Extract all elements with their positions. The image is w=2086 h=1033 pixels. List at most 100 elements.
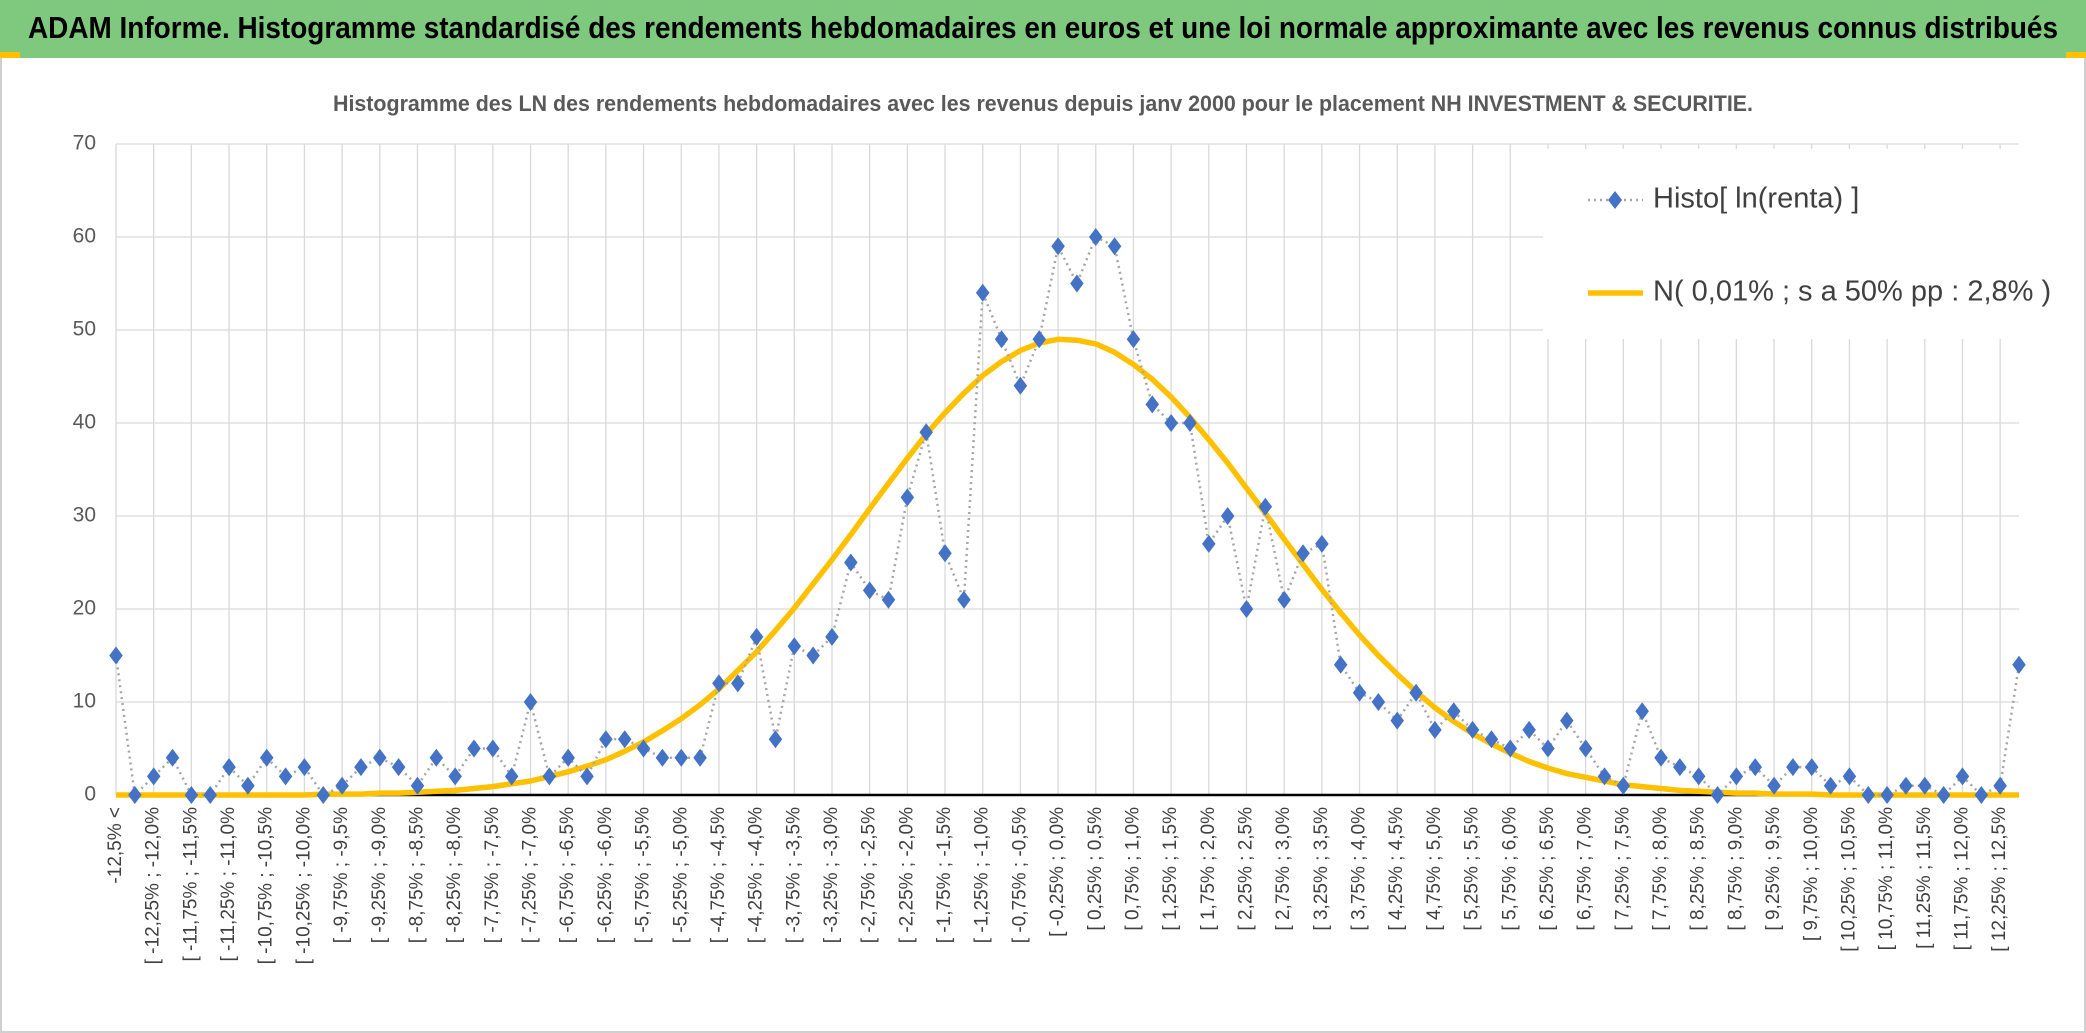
histogram-point xyxy=(1710,786,1725,804)
x-tick-label: [ 11,25% ; 11,5% xyxy=(1914,807,1935,949)
x-tick-label: [ 4,25% ; 4,5% xyxy=(1386,807,1407,931)
histogram-point xyxy=(354,758,368,777)
histogram-point xyxy=(1183,414,1197,432)
histogram-point xyxy=(1936,786,1951,804)
x-tick-label: [ -3,75% ; -3,5% xyxy=(783,807,804,943)
x-tick-label: [ 2,25% ; 2,5% xyxy=(1236,807,1257,931)
x-tick-label: [ 6,25% ; 6,5% xyxy=(1537,807,1558,931)
x-tick-label: [ 6,75% ; 7,0% xyxy=(1575,807,1596,931)
histogram-point xyxy=(636,739,651,758)
histogram-point xyxy=(1522,720,1536,739)
x-tick-label: [ 7,25% ; 7,5% xyxy=(1612,807,1633,931)
x-tick-label: [ 1,75% ; 2,0% xyxy=(1198,807,1219,931)
corner-accent xyxy=(0,52,20,58)
histogram-point xyxy=(259,748,274,767)
histogram-point xyxy=(919,423,933,442)
histogram-point xyxy=(731,674,745,693)
x-tick-label: [ -1,25% ; -1,0% xyxy=(972,807,993,943)
histogram-point xyxy=(900,488,915,507)
x-tick-label: [ -7,75% ; -7,5% xyxy=(482,807,503,943)
x-tick-label: [ 9,25% ; 9,5% xyxy=(1763,807,1784,931)
histogram-point xyxy=(165,748,180,767)
x-tick-label: -12,5% < xyxy=(105,807,126,884)
histogram-point xyxy=(1899,776,1913,795)
y-tick-label: 0 xyxy=(84,783,96,806)
x-tick-label: [ -10,25% ; -10,0% xyxy=(293,807,314,964)
histogram-point xyxy=(617,730,632,749)
x-tick-label: [ -6,25% ; -6,0% xyxy=(595,807,616,943)
histogram-point xyxy=(1447,702,1461,721)
histogram-point xyxy=(1202,534,1216,553)
histogram-point xyxy=(1051,237,1065,256)
histogram-point xyxy=(1371,693,1386,711)
histogram-point xyxy=(241,776,255,795)
histogram-point xyxy=(1673,758,1687,777)
x-tick-label: [ 12,25% ; 12,5% xyxy=(1989,807,2010,952)
histogram-point xyxy=(1635,702,1649,721)
x-tick-label: [ 0,75% ; 1,0% xyxy=(1122,807,1143,931)
histogram-point xyxy=(806,646,820,665)
histogram-point xyxy=(1258,497,1273,516)
histogram-point xyxy=(749,627,764,646)
x-tick-label: [ 0,25% ; 0,5% xyxy=(1085,807,1106,931)
histogram-point xyxy=(768,730,783,749)
y-tick-label: 70 xyxy=(73,132,96,155)
histogram-point xyxy=(316,786,331,804)
histogram-point xyxy=(1974,786,1989,804)
header-bar xyxy=(0,0,2086,58)
histogram-point xyxy=(1823,776,1838,795)
histogram-point xyxy=(1842,767,1857,786)
x-tick-label: [ 1,25% ; 1,5% xyxy=(1160,807,1181,931)
histogram-point xyxy=(1032,330,1046,349)
x-tick-label: [ -4,25% ; -4,0% xyxy=(746,807,767,943)
legend-box xyxy=(1543,149,2022,339)
x-tick-label: [ -1,75% ; -1,5% xyxy=(934,807,955,943)
histogram-point xyxy=(844,553,858,572)
histogram-point xyxy=(1315,534,1329,553)
histogram-point xyxy=(1465,720,1480,739)
histogram-point xyxy=(542,767,557,786)
histogram-point xyxy=(1239,600,1254,618)
histogram-point xyxy=(1804,758,1819,777)
histogram-point xyxy=(146,767,161,786)
x-tick-label: [ 7,75% ; 8,0% xyxy=(1650,807,1671,931)
y-tick-label: 30 xyxy=(73,504,96,527)
histogram-point xyxy=(1616,776,1631,795)
histogram-point xyxy=(580,767,594,786)
histogram-point xyxy=(486,739,500,758)
histogram-point xyxy=(391,758,406,777)
histogram-point xyxy=(467,739,481,758)
histogram-point xyxy=(957,590,971,609)
histogram-point xyxy=(825,627,839,646)
histogram-point xyxy=(862,581,877,600)
histogram-point xyxy=(410,776,425,795)
histogram-point xyxy=(1484,730,1499,749)
x-tick-label: [ -3,25% ; -3,0% xyxy=(821,807,842,943)
x-tick-label: [ -12,25% ; -12,0% xyxy=(143,807,164,964)
x-tick-label: [ -2,25% ; -2,0% xyxy=(896,807,917,943)
histogram-point xyxy=(1578,739,1593,758)
x-tick-label: [ -5,25% ; -5,0% xyxy=(670,807,691,943)
histogram-point xyxy=(1786,758,1800,777)
histogram-point xyxy=(128,786,142,804)
histogram-point xyxy=(1748,758,1762,777)
histogram-point xyxy=(787,637,802,656)
histogram-point xyxy=(2012,655,2026,674)
histogram-point xyxy=(1597,767,1612,786)
x-tick-label: [ -11,25% ; -11,0% xyxy=(218,807,239,962)
histogram-point xyxy=(881,590,896,609)
x-tick-label: [ -11,75% ; -11,5% xyxy=(180,807,201,962)
x-tick-label: [ -0,25% ; 0,0% xyxy=(1047,807,1068,937)
x-tick-label: [ -8,25% ; -8,0% xyxy=(444,807,465,943)
histogram-point xyxy=(938,544,952,563)
chart-title: ADAM Informe. Histogramme standardisé de… xyxy=(28,10,2058,45)
x-tick-label: [ 8,25% ; 8,5% xyxy=(1688,807,1709,931)
histogram-point xyxy=(429,748,444,767)
histogram-point xyxy=(1409,683,1423,702)
normal-curve xyxy=(116,336,2019,798)
x-tick-label: [ -4,75% ; -4,5% xyxy=(708,807,729,943)
histogram-point xyxy=(109,646,123,665)
histogram-point xyxy=(1993,776,2007,795)
x-tick-label: [ 10,75% ; 11,0% xyxy=(1876,807,1897,950)
